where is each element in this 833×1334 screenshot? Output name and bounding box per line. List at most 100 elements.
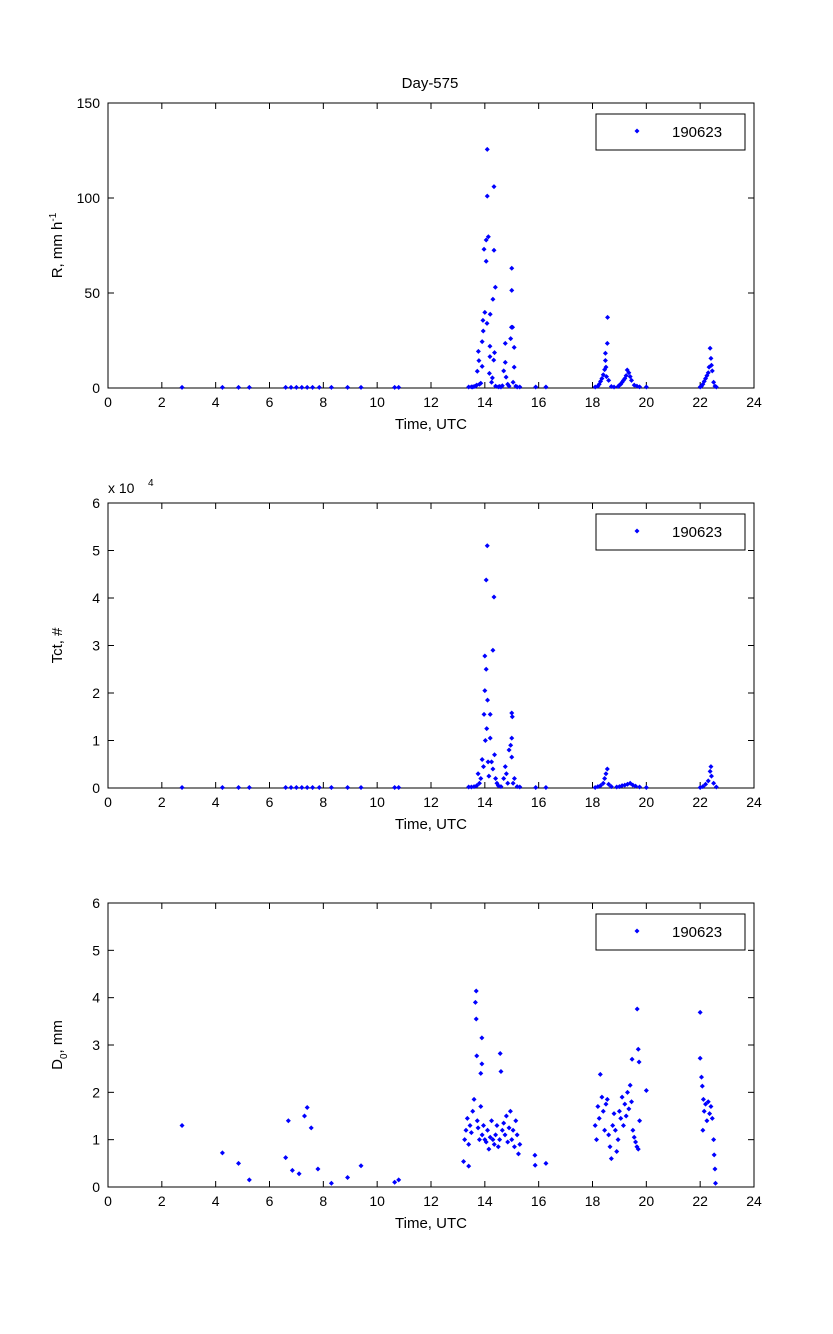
y-tick-label: 4 — [92, 590, 100, 606]
data-point — [708, 1104, 714, 1110]
data-point — [713, 1180, 719, 1186]
y-tick-label: 150 — [77, 95, 101, 111]
data-point — [509, 754, 515, 760]
figure-title: Day-575 — [402, 75, 459, 92]
data-point — [543, 785, 549, 791]
data-point — [697, 1009, 703, 1015]
data-point — [493, 776, 499, 781]
y-axis-label-sup: -1 — [48, 212, 59, 221]
data-series — [179, 988, 719, 1186]
data-point — [597, 1071, 603, 1077]
data-point — [462, 1137, 468, 1143]
data-point — [345, 785, 351, 791]
data-point — [629, 1056, 635, 1062]
y-tick-label: 50 — [84, 285, 100, 301]
exponent-label: x 10 — [108, 480, 135, 496]
data-point — [615, 1137, 621, 1143]
data-point — [510, 780, 516, 786]
x-tick-label: 22 — [692, 1193, 708, 1209]
data-point — [483, 666, 489, 672]
y-axis-label-sub: 0 — [59, 1053, 70, 1059]
data-point — [509, 1137, 515, 1143]
data-point — [474, 368, 480, 374]
data-point — [501, 1120, 507, 1126]
x-tick-label: 8 — [319, 1193, 327, 1209]
data-point — [626, 370, 632, 376]
data-point — [466, 384, 472, 390]
y-tick-label: 5 — [92, 942, 100, 958]
data-point — [611, 1111, 617, 1117]
data-point — [328, 384, 334, 390]
data-series — [179, 146, 719, 390]
data-point — [543, 1160, 549, 1166]
legend-box — [595, 513, 746, 551]
data-point — [630, 1127, 636, 1133]
y-tick-label: 4 — [92, 990, 100, 1006]
data-point — [392, 1179, 398, 1185]
data-point — [703, 1101, 709, 1107]
data-point — [603, 771, 609, 777]
data-point — [707, 768, 713, 774]
data-point — [505, 780, 511, 786]
data-point — [703, 781, 709, 787]
data-point — [479, 1061, 485, 1067]
x-tick-label: 16 — [531, 794, 547, 810]
y-tick-label: 0 — [92, 380, 100, 396]
data-point — [484, 146, 490, 152]
data-point — [608, 1156, 614, 1162]
data-point — [467, 1122, 473, 1128]
data-point — [490, 296, 496, 302]
y-tick-label: 2 — [92, 685, 100, 701]
data-point — [472, 999, 478, 1005]
data-point — [491, 184, 497, 190]
data-point — [599, 1094, 605, 1100]
data-point — [596, 1115, 602, 1121]
data-point — [470, 1108, 476, 1114]
y-tick-label: 6 — [92, 495, 100, 511]
data-point — [293, 785, 299, 791]
data-point — [499, 1127, 505, 1133]
data-point — [711, 1152, 717, 1158]
x-tick-label: 20 — [639, 1193, 655, 1209]
y-tick-label: 6 — [92, 895, 100, 911]
data-point — [501, 776, 507, 781]
data-point — [288, 785, 294, 791]
data-point — [345, 1175, 351, 1181]
data-point — [478, 1104, 484, 1110]
y-axis-label: Tct, # — [49, 627, 66, 664]
y-axis-label-main: R, mm h — [49, 222, 66, 279]
data-point — [701, 1108, 707, 1114]
data-point — [283, 1155, 289, 1161]
data-point — [485, 1127, 491, 1133]
data-point — [490, 647, 496, 653]
x-tick-label: 22 — [692, 394, 708, 410]
data-point — [711, 780, 717, 786]
data-point — [479, 757, 485, 762]
data-point — [490, 766, 496, 772]
x-tick-label: 10 — [369, 394, 385, 410]
x-tick-label: 20 — [639, 794, 655, 810]
data-point — [497, 1051, 503, 1057]
data-point — [392, 785, 398, 791]
x-tick-label: 14 — [477, 394, 493, 410]
x-tick-label: 2 — [158, 394, 166, 410]
data-point — [485, 759, 491, 765]
data-point — [219, 384, 225, 390]
legend-marker-icon — [634, 528, 640, 534]
data-point — [636, 1059, 642, 1065]
data-point — [485, 234, 491, 240]
data-point — [489, 379, 495, 385]
data-point — [708, 764, 714, 770]
data-point — [511, 776, 517, 781]
data-point — [296, 1171, 302, 1177]
data-point — [602, 350, 608, 356]
data-point — [627, 374, 633, 380]
data-point — [478, 776, 484, 781]
x-tick-label: 12 — [423, 394, 439, 410]
x-axis-label: Time, UTC — [395, 416, 467, 433]
data-point — [316, 384, 322, 390]
data-point — [492, 752, 498, 758]
data-point — [510, 379, 516, 385]
data-point — [704, 1118, 710, 1124]
